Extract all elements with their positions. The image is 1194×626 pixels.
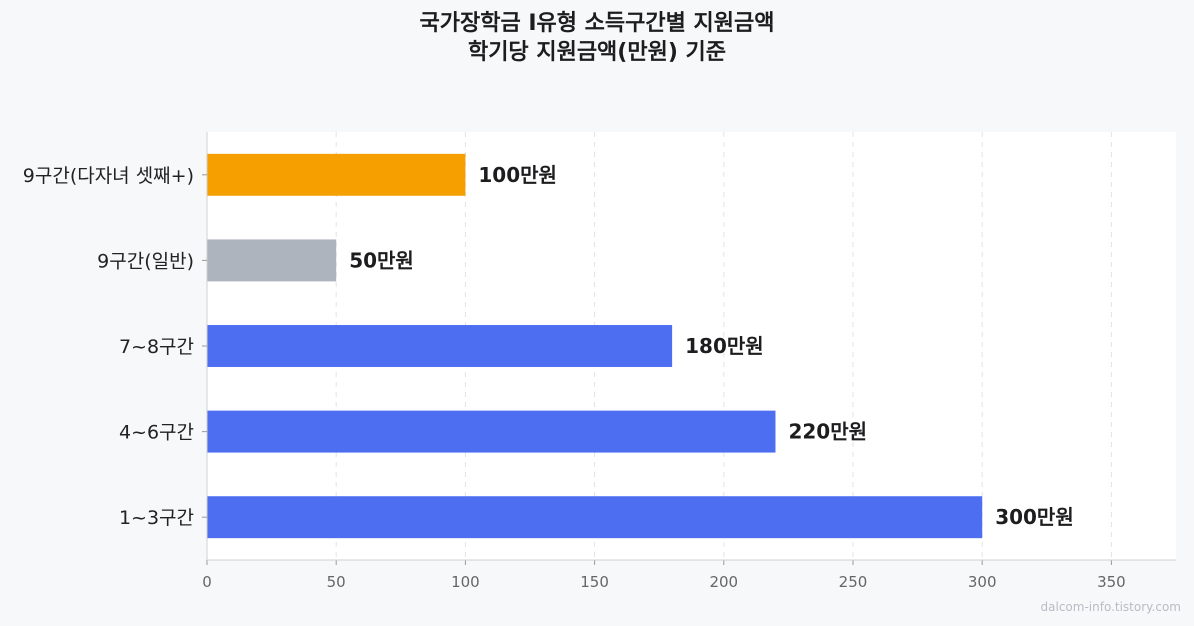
x-tick-label: 50 [327, 573, 346, 591]
watermark: dalcom-info.tistory.com [1041, 600, 1181, 614]
chart-title-line-1: 국가장학금 Ⅰ유형 소득구간별 지원금액 [419, 11, 774, 36]
category-label: 7~8구간 [119, 336, 194, 358]
category-label: 4~6구간 [119, 422, 194, 444]
axes: 0 50 100 150 200 250 300 350 9구간(다자녀 셋째+) 9구간(일반)… [23, 132, 1176, 591]
x-tick-label: 350 [1097, 573, 1126, 591]
bar [207, 410, 776, 453]
x-tick-label: 250 [839, 573, 868, 591]
value-label: 220만원 [788, 420, 867, 444]
bar [207, 325, 673, 367]
x-tick-label: 0 [202, 573, 212, 591]
chart-title-line-2: 학기당 지원금액(만원) 기준 [468, 40, 726, 65]
bars: 100만원 50만원 180만원 220만원 300만원 [207, 153, 1074, 539]
bar [207, 496, 983, 539]
value-label: 180만원 [685, 334, 764, 358]
x-tick-label: 300 [968, 573, 997, 591]
bar [207, 239, 337, 282]
x-tick-label: 150 [580, 573, 609, 591]
value-label: 300만원 [995, 505, 1074, 529]
bar [207, 153, 466, 196]
category-label: 9구간(다자녀 셋째+) [23, 165, 194, 187]
value-label: 50만원 [349, 248, 414, 272]
x-tick-label: 200 [709, 573, 738, 591]
value-label: 100만원 [478, 163, 557, 187]
x-tick-label: 100 [451, 573, 480, 591]
category-label: 9구간(일반) [97, 250, 194, 272]
category-label: 1~3구간 [119, 507, 194, 529]
